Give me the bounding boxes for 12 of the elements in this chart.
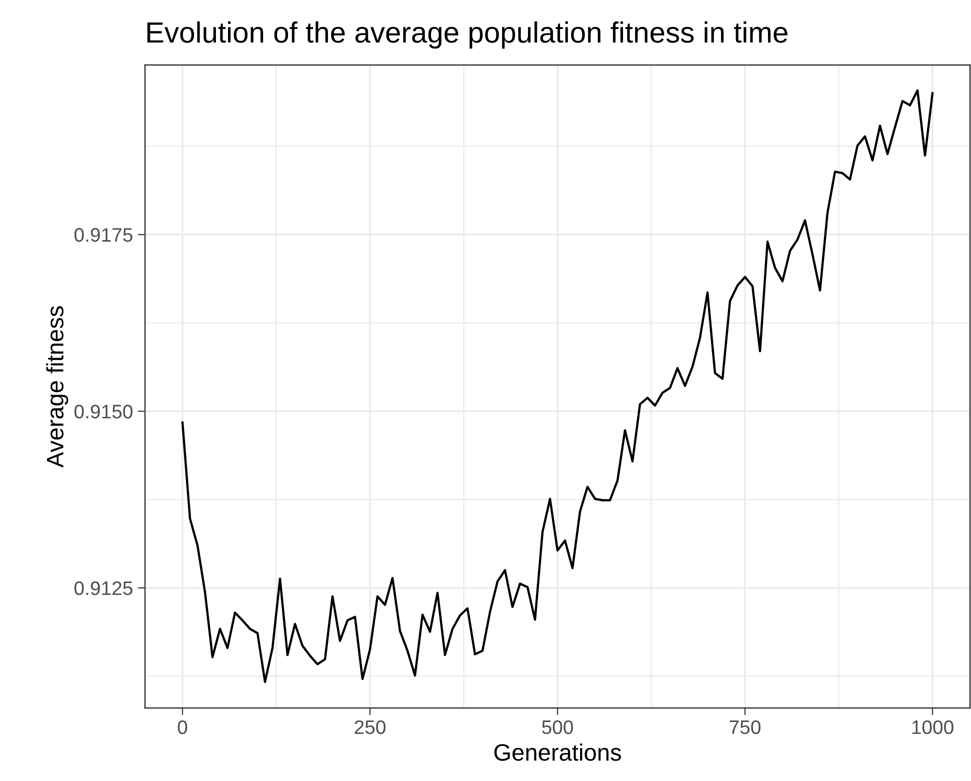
x-axis-title: Generations [494, 743, 621, 761]
chart-title: Evolution of the average population fitness in time [147, 21, 788, 49]
y-tick-label: 0.9175 [74, 228, 132, 242]
x-tick-label: 250 [354, 720, 386, 734]
x-tick-label: 500 [542, 720, 573, 734]
x-tick-label: 0 [178, 720, 188, 734]
y-tick-label: 0.9125 [74, 581, 132, 596]
y-axis-title: Average fitness [46, 306, 68, 468]
line-series [181, 89, 934, 683]
x-tick-label: 750 [730, 720, 760, 734]
x-tick-label: 1000 [912, 720, 954, 734]
y-tick-label: 0.9150 [74, 404, 132, 418]
